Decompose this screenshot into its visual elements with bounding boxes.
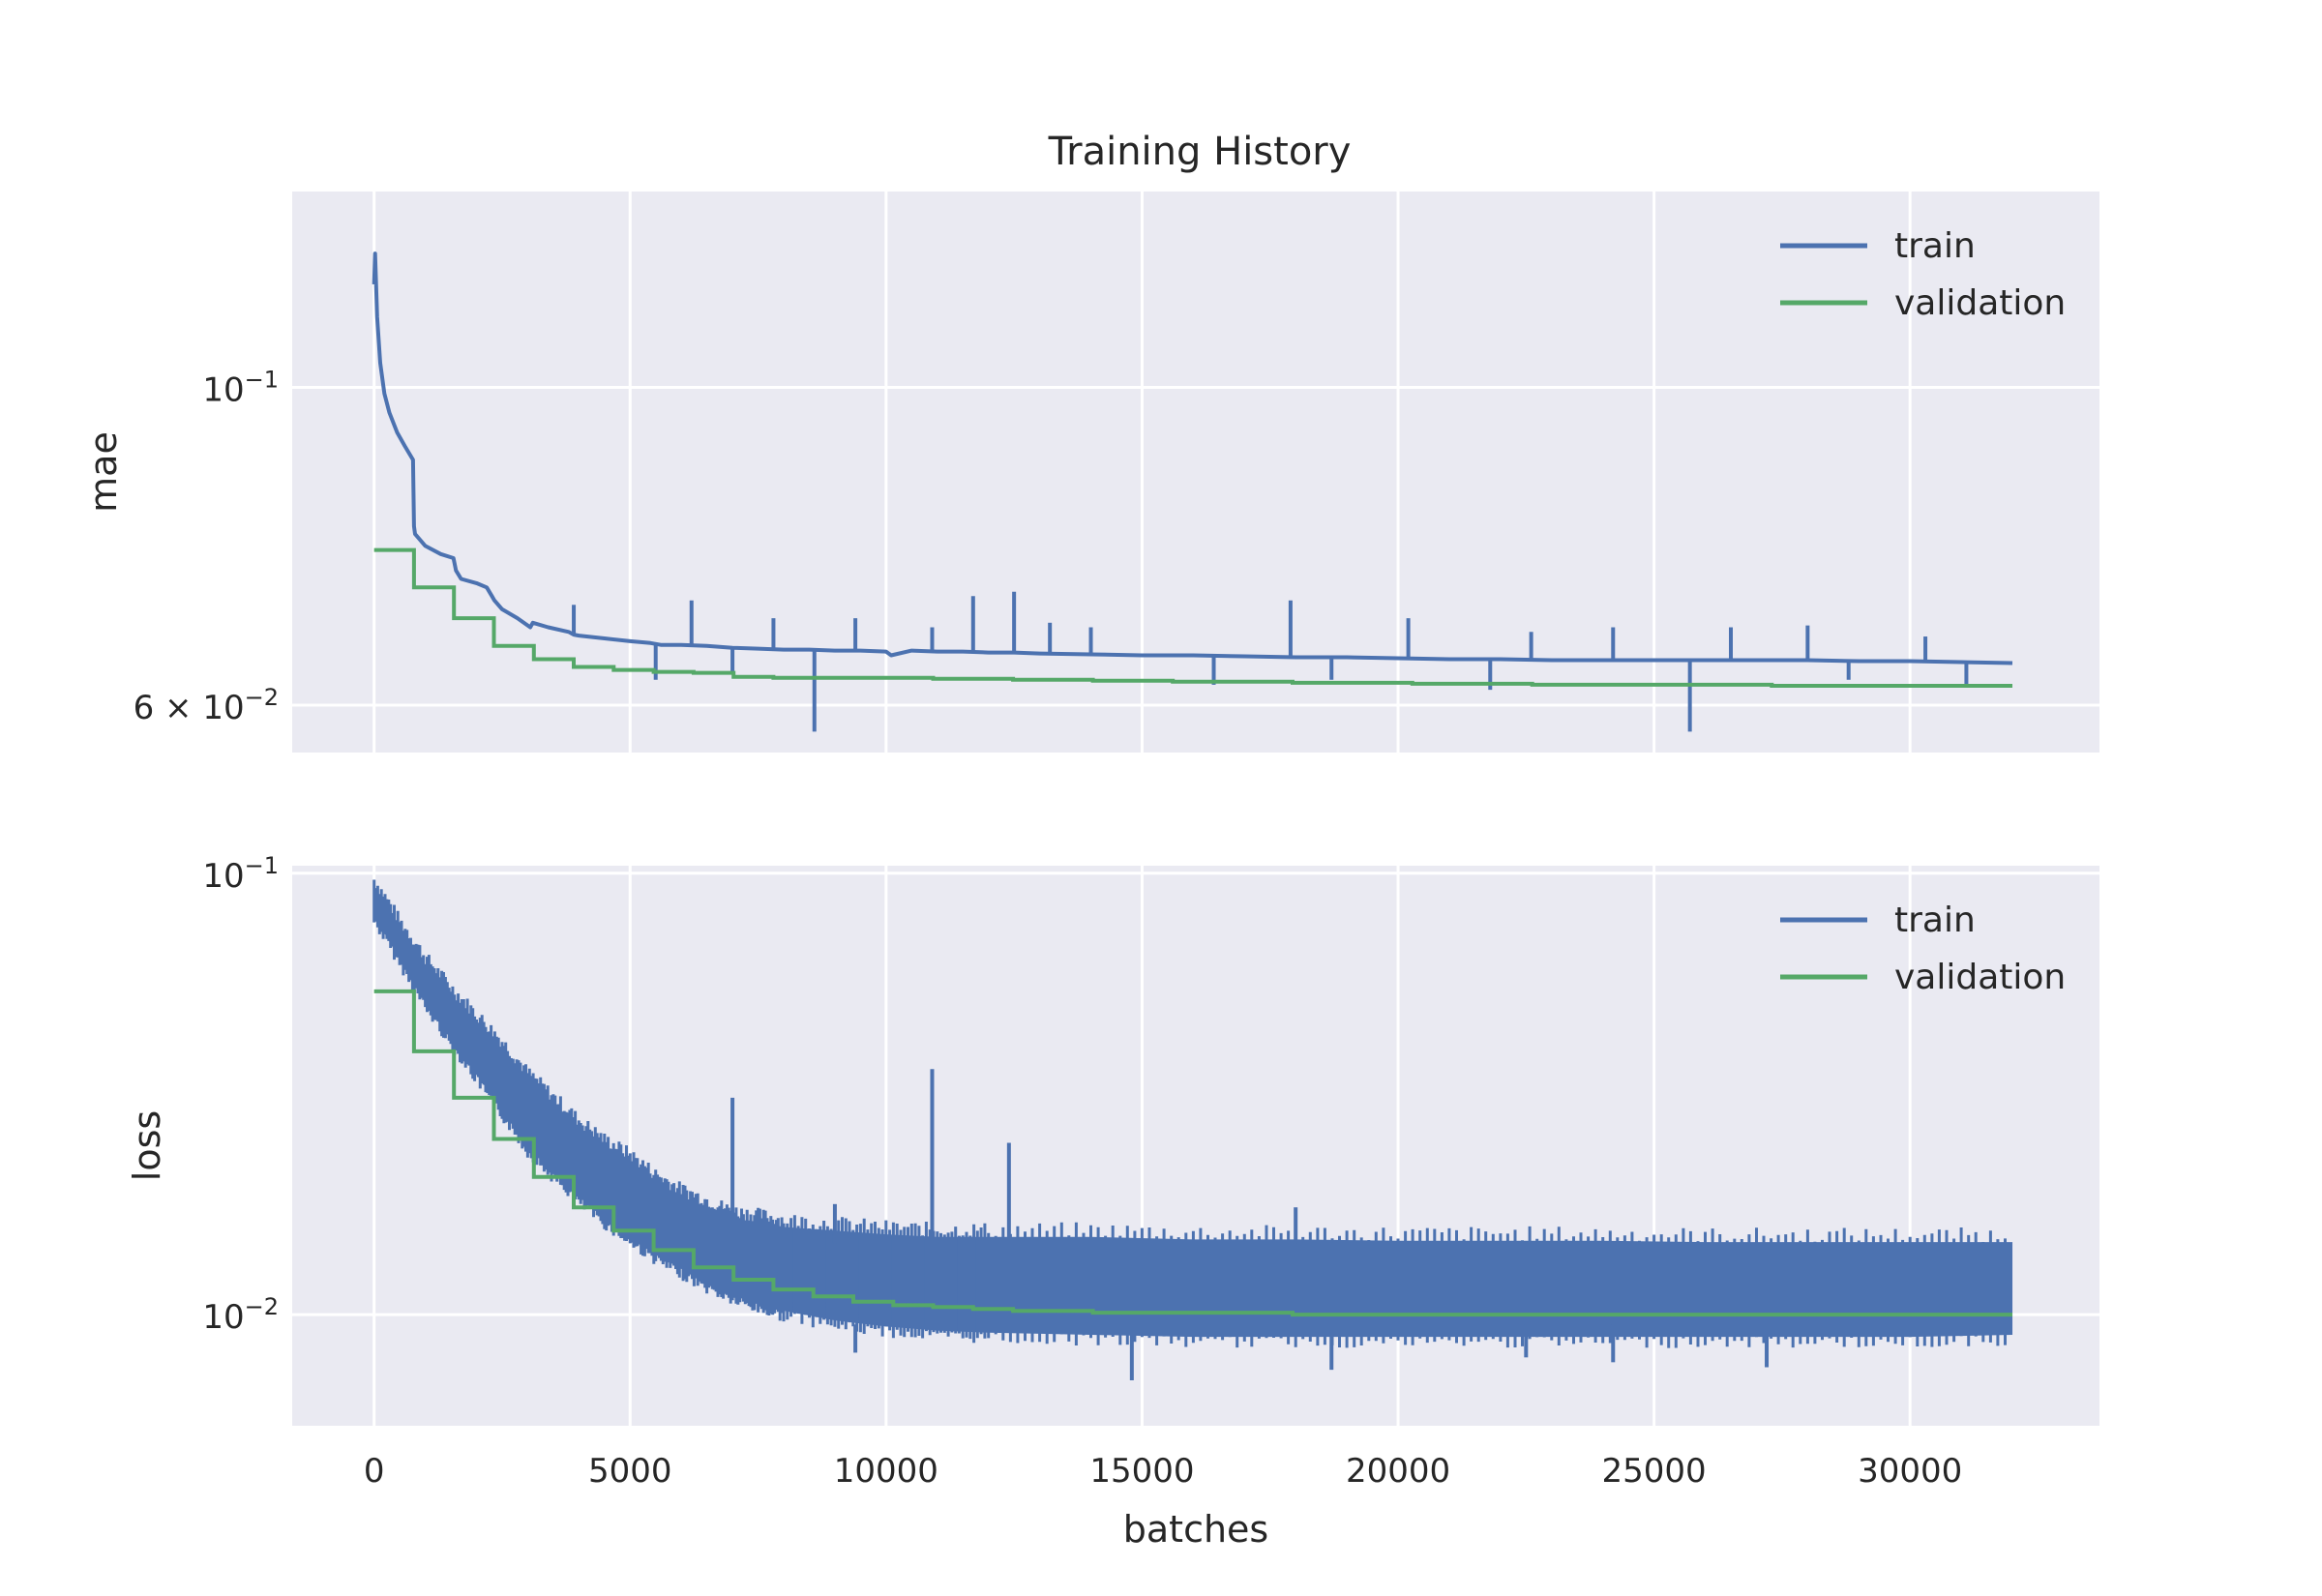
series-train-noise bbox=[372, 879, 2007, 1348]
x-tick-label-5: 25000 bbox=[1602, 1452, 1707, 1491]
series-layer bbox=[372, 879, 2013, 1380]
y-tick-label-1: 10−2 bbox=[202, 1293, 279, 1337]
legend-label-train: train bbox=[1894, 226, 1976, 266]
x-tick-label-2: 10000 bbox=[834, 1452, 938, 1491]
x-tick-label-6: 30000 bbox=[1858, 1452, 1962, 1491]
legend-label-validation: validation bbox=[1894, 283, 2066, 323]
mae-subplot: 10−1 6 × 10−2 mae train validation bbox=[82, 192, 2099, 753]
gridlines bbox=[292, 192, 2099, 753]
series-layer bbox=[372, 251, 2013, 732]
x-tick-label-3: 15000 bbox=[1089, 1452, 1194, 1491]
y-tick-label-1: 6 × 10−2 bbox=[134, 684, 279, 727]
x-tick-label-4: 20000 bbox=[1346, 1452, 1450, 1491]
y-axis-label: loss bbox=[126, 1110, 168, 1181]
plot-area bbox=[292, 192, 2099, 753]
x-tick-label-1: 5000 bbox=[588, 1452, 672, 1491]
series-validation-line bbox=[373, 989, 2012, 1317]
series-train-line bbox=[372, 251, 2013, 665]
figure-title: Training History bbox=[1048, 130, 1352, 174]
legend: train validation bbox=[1780, 901, 2066, 997]
legend-label-validation: validation bbox=[1894, 958, 2066, 997]
series-validation-line bbox=[373, 547, 2012, 688]
y-axis-label: mae bbox=[82, 431, 125, 513]
legend: train validation bbox=[1780, 226, 2066, 323]
x-axis-label: batches bbox=[1123, 1508, 1268, 1551]
y-tick-label-0: 10−1 bbox=[202, 366, 279, 409]
loss-subplot: 10−1 10−2 0 5000 10000 15000 20000 25000 30000 lo… bbox=[126, 852, 2099, 1551]
y-tick-label-0: 10−1 bbox=[202, 852, 279, 896]
x-tick-label-0: 0 bbox=[364, 1452, 385, 1491]
legend-label-train: train bbox=[1894, 901, 1976, 940]
